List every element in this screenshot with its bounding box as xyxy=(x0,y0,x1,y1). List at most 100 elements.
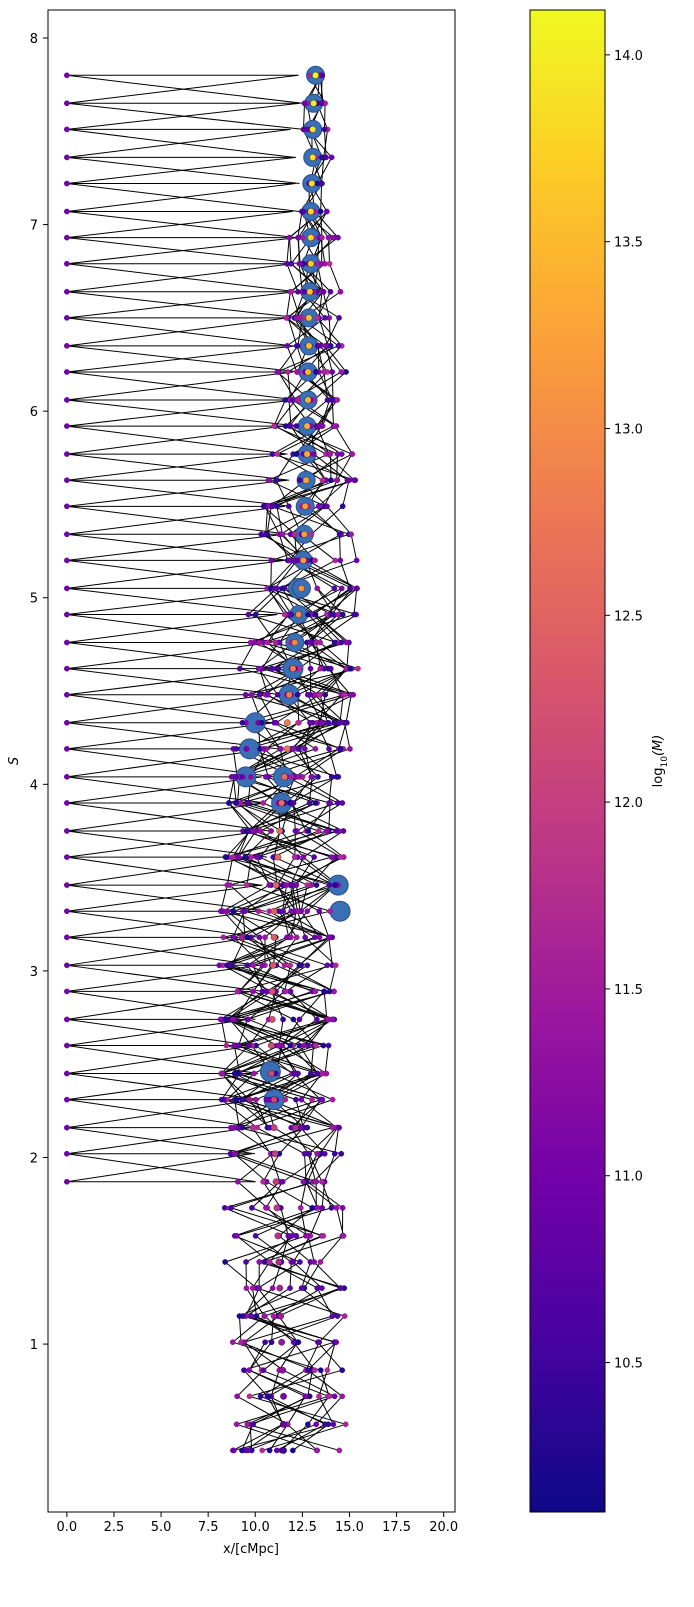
main-branch-marker xyxy=(278,1338,285,1346)
tree-node-marker xyxy=(252,1233,259,1239)
tree-node-marker xyxy=(338,585,345,592)
tree-edge xyxy=(236,1395,288,1425)
tree-node-marker xyxy=(63,962,70,969)
tree-edge xyxy=(228,802,251,832)
tree-node-marker xyxy=(278,746,284,752)
tree-node-marker xyxy=(244,882,250,888)
tree-node-marker xyxy=(336,719,343,726)
tree-node-marker xyxy=(293,1233,300,1239)
tree-node-marker xyxy=(288,1233,295,1239)
tree-edge xyxy=(292,1235,311,1263)
main-branch-marker xyxy=(277,1312,285,1320)
tree-node-marker xyxy=(260,1178,266,1185)
tree-node-marker xyxy=(296,315,303,321)
tree-node-marker xyxy=(270,1313,277,1319)
tree-node-marker xyxy=(243,1285,250,1291)
colorbar-tick-label: 11.0 xyxy=(614,1170,643,1185)
tree-edge xyxy=(278,371,297,401)
tree-edge xyxy=(270,560,272,589)
tree-node-marker xyxy=(331,1393,338,1400)
tree-edge xyxy=(299,936,330,966)
tree-node-marker xyxy=(323,611,330,618)
tree-node-marker xyxy=(328,154,335,161)
tree-edge xyxy=(296,830,341,858)
tree-edge xyxy=(307,614,336,643)
tree-node-marker xyxy=(295,719,301,726)
tree-node-marker xyxy=(282,988,289,995)
tree-node-marker xyxy=(314,1150,321,1157)
tree-edge xyxy=(271,533,350,561)
tree-edge xyxy=(295,1099,304,1128)
tree-node-marker xyxy=(290,1339,297,1346)
tree-edge xyxy=(323,991,328,1020)
tree-node-marker xyxy=(251,639,258,646)
main-branch-marker xyxy=(305,314,313,322)
tree-edge xyxy=(307,830,345,858)
tree-node-marker xyxy=(253,854,260,860)
tree-edge xyxy=(242,1099,340,1129)
tree-edge xyxy=(221,1045,250,1074)
tree-node-marker xyxy=(63,882,70,888)
tree-edge xyxy=(298,776,343,804)
main-branch-marker xyxy=(268,988,276,995)
main-branch-marker xyxy=(304,396,312,404)
tree-edge xyxy=(276,453,323,481)
tree-node-marker xyxy=(262,531,269,538)
tree-node-marker xyxy=(318,719,325,726)
tree-edge xyxy=(319,694,328,723)
tree-edge xyxy=(315,614,347,643)
tree-node-marker xyxy=(330,1421,337,1428)
tree-node-marker xyxy=(320,1042,327,1049)
tree-node-marker xyxy=(328,774,335,780)
tree-node-marker xyxy=(333,477,340,484)
tree-node-marker xyxy=(344,719,350,726)
tree-edge xyxy=(317,399,338,427)
tree-node-marker xyxy=(315,774,321,780)
tree-edge xyxy=(236,1099,271,1129)
tree-node-marker xyxy=(281,962,288,969)
tree-edge xyxy=(221,1073,250,1101)
tree-node-marker xyxy=(274,691,281,698)
tree-edge xyxy=(243,1341,284,1371)
tree-node-marker xyxy=(321,1150,328,1157)
tree-node-marker xyxy=(244,934,251,941)
tree-node-marker xyxy=(263,1096,270,1103)
tree-node-marker xyxy=(304,908,311,915)
tree-node-marker xyxy=(243,1259,249,1265)
tree-node-marker xyxy=(295,774,302,780)
tree-node-marker xyxy=(296,1016,303,1023)
tree-edge xyxy=(316,291,331,319)
tree-edge xyxy=(228,936,316,966)
tree-node-marker xyxy=(317,1259,324,1265)
tree-edge xyxy=(66,156,300,185)
tree-node-marker xyxy=(250,1421,257,1428)
tree-node-marker xyxy=(326,882,333,888)
tree-node-marker xyxy=(307,719,313,726)
tree-edge xyxy=(240,776,339,804)
tree-edge xyxy=(286,291,291,318)
tree-edge xyxy=(329,965,337,992)
tree-edge xyxy=(297,911,306,938)
tree-node-marker xyxy=(294,343,300,349)
tree-edge xyxy=(300,1207,307,1236)
tree-edge xyxy=(303,103,305,130)
tree-node-marker xyxy=(305,1233,311,1239)
tree-edge xyxy=(66,694,273,724)
tree-node-marker xyxy=(63,585,70,592)
tree-edge xyxy=(278,345,299,373)
tree-node-marker xyxy=(342,1421,349,1428)
colorbar-gradient xyxy=(529,9,606,1513)
tree-edge xyxy=(311,505,343,535)
colorbar-tick-label: 13.0 xyxy=(614,422,643,437)
tree-edge xyxy=(66,910,260,938)
tree-node-marker xyxy=(302,934,308,941)
tree-edge xyxy=(220,1018,329,1047)
main-branch-marker xyxy=(275,1258,283,1266)
tree-node-marker xyxy=(326,800,332,806)
tree-node-marker xyxy=(242,691,249,698)
x-axis-label: x/[cMpc] xyxy=(223,1542,279,1557)
tree-node-marker xyxy=(275,1042,282,1049)
tree-node-marker xyxy=(295,288,301,295)
tree-node-marker xyxy=(339,1205,346,1211)
tree-node-marker xyxy=(243,746,250,752)
